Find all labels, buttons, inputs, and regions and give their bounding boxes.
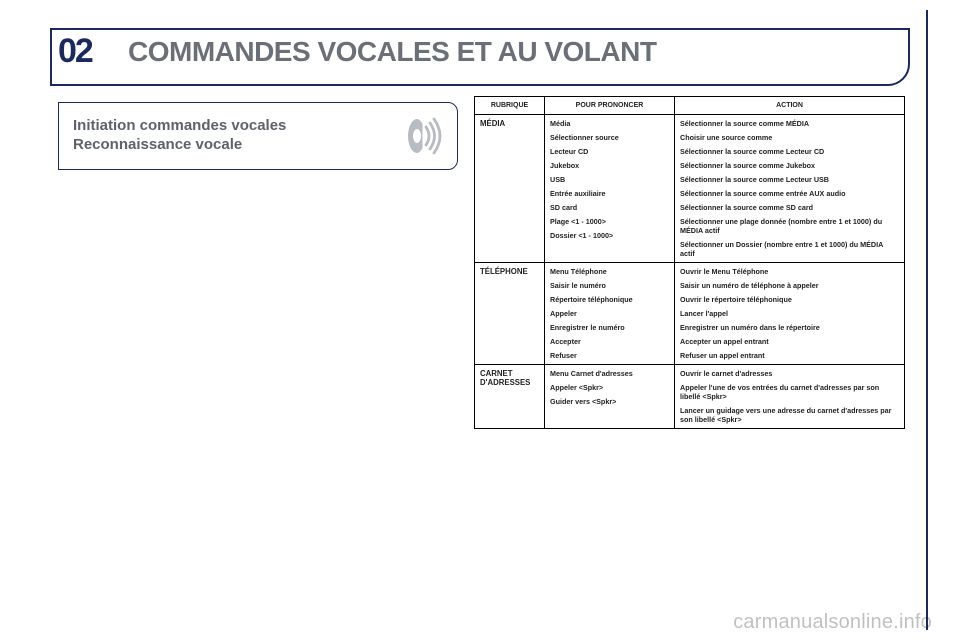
action-item: Enregistrer un numéro dans le répertoire	[680, 323, 899, 332]
command-item: Saisir le numéro	[550, 281, 669, 290]
commands-cell: Média Sélectionner source Lecteur CD Juk…	[545, 115, 675, 263]
command-item: Refuser	[550, 351, 669, 360]
command-item: Répertoire téléphonique	[550, 295, 669, 304]
action-item: Sélectionner la source comme Lecteur USB	[680, 175, 899, 184]
action-item: Sélectionner une plage donnée (nombre en…	[680, 217, 899, 235]
command-item: Jukebox	[550, 161, 669, 170]
subtitle-text: Initiation commandes vocales Reconnaissa…	[73, 117, 385, 155]
action-item: Ouvrir le Menu Téléphone	[680, 267, 899, 276]
command-item: Enregistrer le numéro	[550, 323, 669, 332]
action-item: Refuser un appel entrant	[680, 351, 899, 360]
command-item: Appeler <Spkr>	[550, 383, 669, 392]
chapter-title: COMMANDES VOCALES ET AU VOLANT	[128, 36, 656, 68]
action-item: Sélectionner la source comme Lecteur CD	[680, 147, 899, 156]
actions-cell: Sélectionner la source comme MÉDIA Chois…	[675, 115, 905, 263]
actions-cell: Ouvrir le Menu Téléphone Saisir un numér…	[675, 263, 905, 365]
action-item: Sélectionner la source comme SD card	[680, 203, 899, 212]
command-item: Média	[550, 119, 669, 128]
watermark-text: carmanualsonline.info	[733, 611, 932, 634]
col-header-rubric: RUBRIQUE	[475, 97, 545, 115]
command-item: Sélectionner source	[550, 133, 669, 142]
action-item: Appeler l'une de vos entrées du carnet d…	[680, 383, 899, 401]
voice-commands-table: RUBRIQUE POUR PRONONCER ACTION MÉDIA Méd…	[474, 96, 905, 429]
table-row: MÉDIA Média Sélectionner source Lecteur …	[475, 115, 905, 263]
action-item: Sélectionner la source comme entrée AUX …	[680, 189, 899, 198]
rubric-cell: CARNET D'ADRESSES	[475, 365, 545, 429]
page-right-border	[926, 10, 928, 630]
action-item: Sélectionner la source comme Jukebox	[680, 161, 899, 170]
voice-recognition-icon	[399, 113, 445, 159]
col-header-command: POUR PRONONCER	[545, 97, 675, 115]
col-header-action: ACTION	[675, 97, 905, 115]
subtitle-card: Initiation commandes vocales Reconnaissa…	[58, 102, 458, 170]
table-row: CARNET D'ADRESSES Menu Carnet d'adresses…	[475, 365, 905, 429]
action-item: Ouvrir le répertoire téléphonique	[680, 295, 899, 304]
rubric-cell: TÉLÉPHONE	[475, 263, 545, 365]
action-item: Lancer un guidage vers une adresse du ca…	[680, 406, 899, 424]
command-item: Menu Téléphone	[550, 267, 669, 276]
command-item: Lecteur CD	[550, 147, 669, 156]
commands-table: RUBRIQUE POUR PRONONCER ACTION MÉDIA Méd…	[474, 96, 904, 429]
subtitle-line-1: Initiation commandes vocales	[73, 117, 385, 136]
action-item: Sélectionner la source comme MÉDIA	[680, 119, 899, 128]
action-item: Sélectionner un Dossier (nombre entre 1 …	[680, 240, 899, 258]
commands-cell: Menu Carnet d'adresses Appeler <Spkr> Gu…	[545, 365, 675, 429]
action-item: Choisir une source comme	[680, 133, 899, 142]
command-item: Plage <1 - 1000>	[550, 217, 669, 226]
rubric-cell: MÉDIA	[475, 115, 545, 263]
action-item: Accepter un appel entrant	[680, 337, 899, 346]
subtitle-line-2: Reconnaissance vocale	[73, 136, 385, 155]
command-item: Menu Carnet d'adresses	[550, 369, 669, 378]
commands-cell: Menu Téléphone Saisir le numéro Répertoi…	[545, 263, 675, 365]
command-item: Entrée auxiliaire	[550, 189, 669, 198]
table-header-row: RUBRIQUE POUR PRONONCER ACTION	[475, 97, 905, 115]
action-item: Lancer l'appel	[680, 309, 899, 318]
chapter-number: 02	[58, 32, 118, 80]
action-item: Saisir un numéro de téléphone à appeler	[680, 281, 899, 290]
table-row: TÉLÉPHONE Menu Téléphone Saisir le numér…	[475, 263, 905, 365]
action-item: Ouvrir le carnet d'adresses	[680, 369, 899, 378]
command-item: Guider vers <Spkr>	[550, 397, 669, 406]
command-item: USB	[550, 175, 669, 184]
command-item: Accepter	[550, 337, 669, 346]
page: 02 COMMANDES VOCALES ET AU VOLANT Initia…	[32, 10, 928, 630]
command-item: Dossier <1 - 1000>	[550, 231, 669, 240]
command-item: SD card	[550, 203, 669, 212]
actions-cell: Ouvrir le carnet d'adresses Appeler l'un…	[675, 365, 905, 429]
command-item: Appeler	[550, 309, 669, 318]
chapter-header: 02 COMMANDES VOCALES ET AU VOLANT	[50, 28, 910, 86]
